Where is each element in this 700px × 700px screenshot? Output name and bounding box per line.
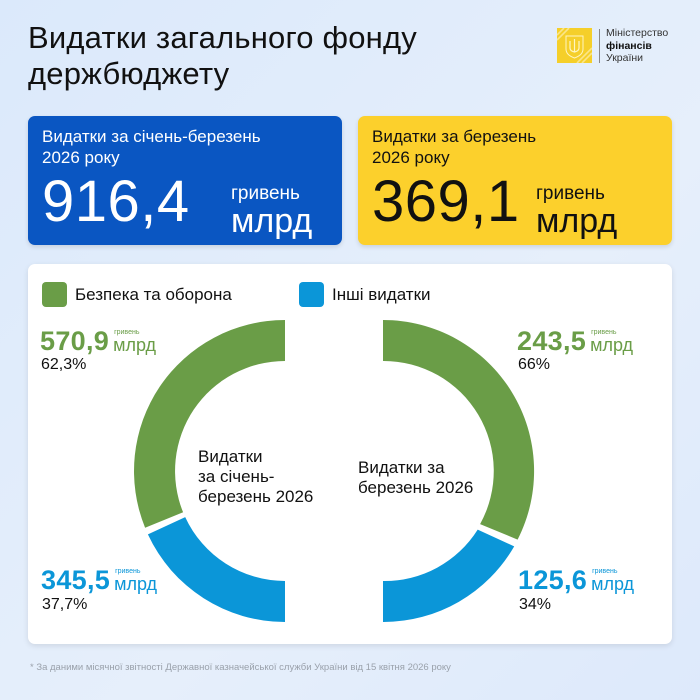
donut-right-center-label: Видатки за березень 2026: [358, 458, 474, 497]
ministry-logo: Міністерство фінансів України: [557, 27, 668, 65]
card-unit-currency: гривень: [231, 183, 300, 204]
source-footnote: * За даними місячної звітності Державної…: [30, 662, 451, 673]
legend-swatch-blue: [299, 282, 324, 307]
right-defense-value: 243,5 гривень млрд: [517, 326, 634, 356]
left-defense-percent: 62,3%: [41, 356, 87, 373]
card-label: Видатки за січень-березень 2026 року: [42, 127, 261, 167]
page-title: Видатки загального фонду держбюджету: [28, 20, 417, 92]
left-defense-value: 570,9 гривень млрд: [40, 326, 157, 356]
total-march-card: Видатки за березень 2026 року 369,1 грив…: [358, 116, 672, 245]
card-unit-scale: млрд: [231, 202, 313, 240]
donut-right-other-segment: [383, 529, 515, 623]
donut-left-defense-segment: [134, 320, 285, 528]
trident-emblem-icon: [557, 28, 592, 64]
right-defense-percent: 66%: [518, 356, 551, 373]
card-unit-currency: гривень: [536, 183, 605, 204]
legend-item-defense: Безпека та оборона: [42, 282, 232, 307]
left-other-value: 345,5 гривень млрд: [41, 565, 158, 595]
right-other-percent: 34%: [519, 596, 552, 613]
donut-left-center-label: Видатки за січень- березень 2026: [198, 447, 314, 506]
donut-right-defense-segment: [383, 319, 535, 540]
card-unit-scale: млрд: [536, 202, 618, 240]
page-title-line2: держбюджету: [28, 56, 230, 91]
logo-divider: [599, 28, 600, 63]
right-other-value: 125,6 гривень млрд: [518, 565, 635, 595]
legend-item-other: Інші видатки: [299, 282, 431, 307]
donut-left-other-segment: [147, 517, 285, 622]
page-title-line1: Видатки загального фонду: [28, 20, 417, 55]
card-label: Видатки за березень 2026 року: [372, 127, 537, 167]
total-q1-card: Видатки за січень-березень 2026 року 916…: [28, 116, 342, 245]
legend-swatch-green: [42, 282, 67, 307]
card-value: 369,1: [372, 169, 520, 234]
ministry-name: Міністерство фінансів України: [606, 27, 669, 64]
card-value: 916,4: [42, 169, 190, 234]
left-other-percent: 37,7%: [42, 596, 88, 613]
